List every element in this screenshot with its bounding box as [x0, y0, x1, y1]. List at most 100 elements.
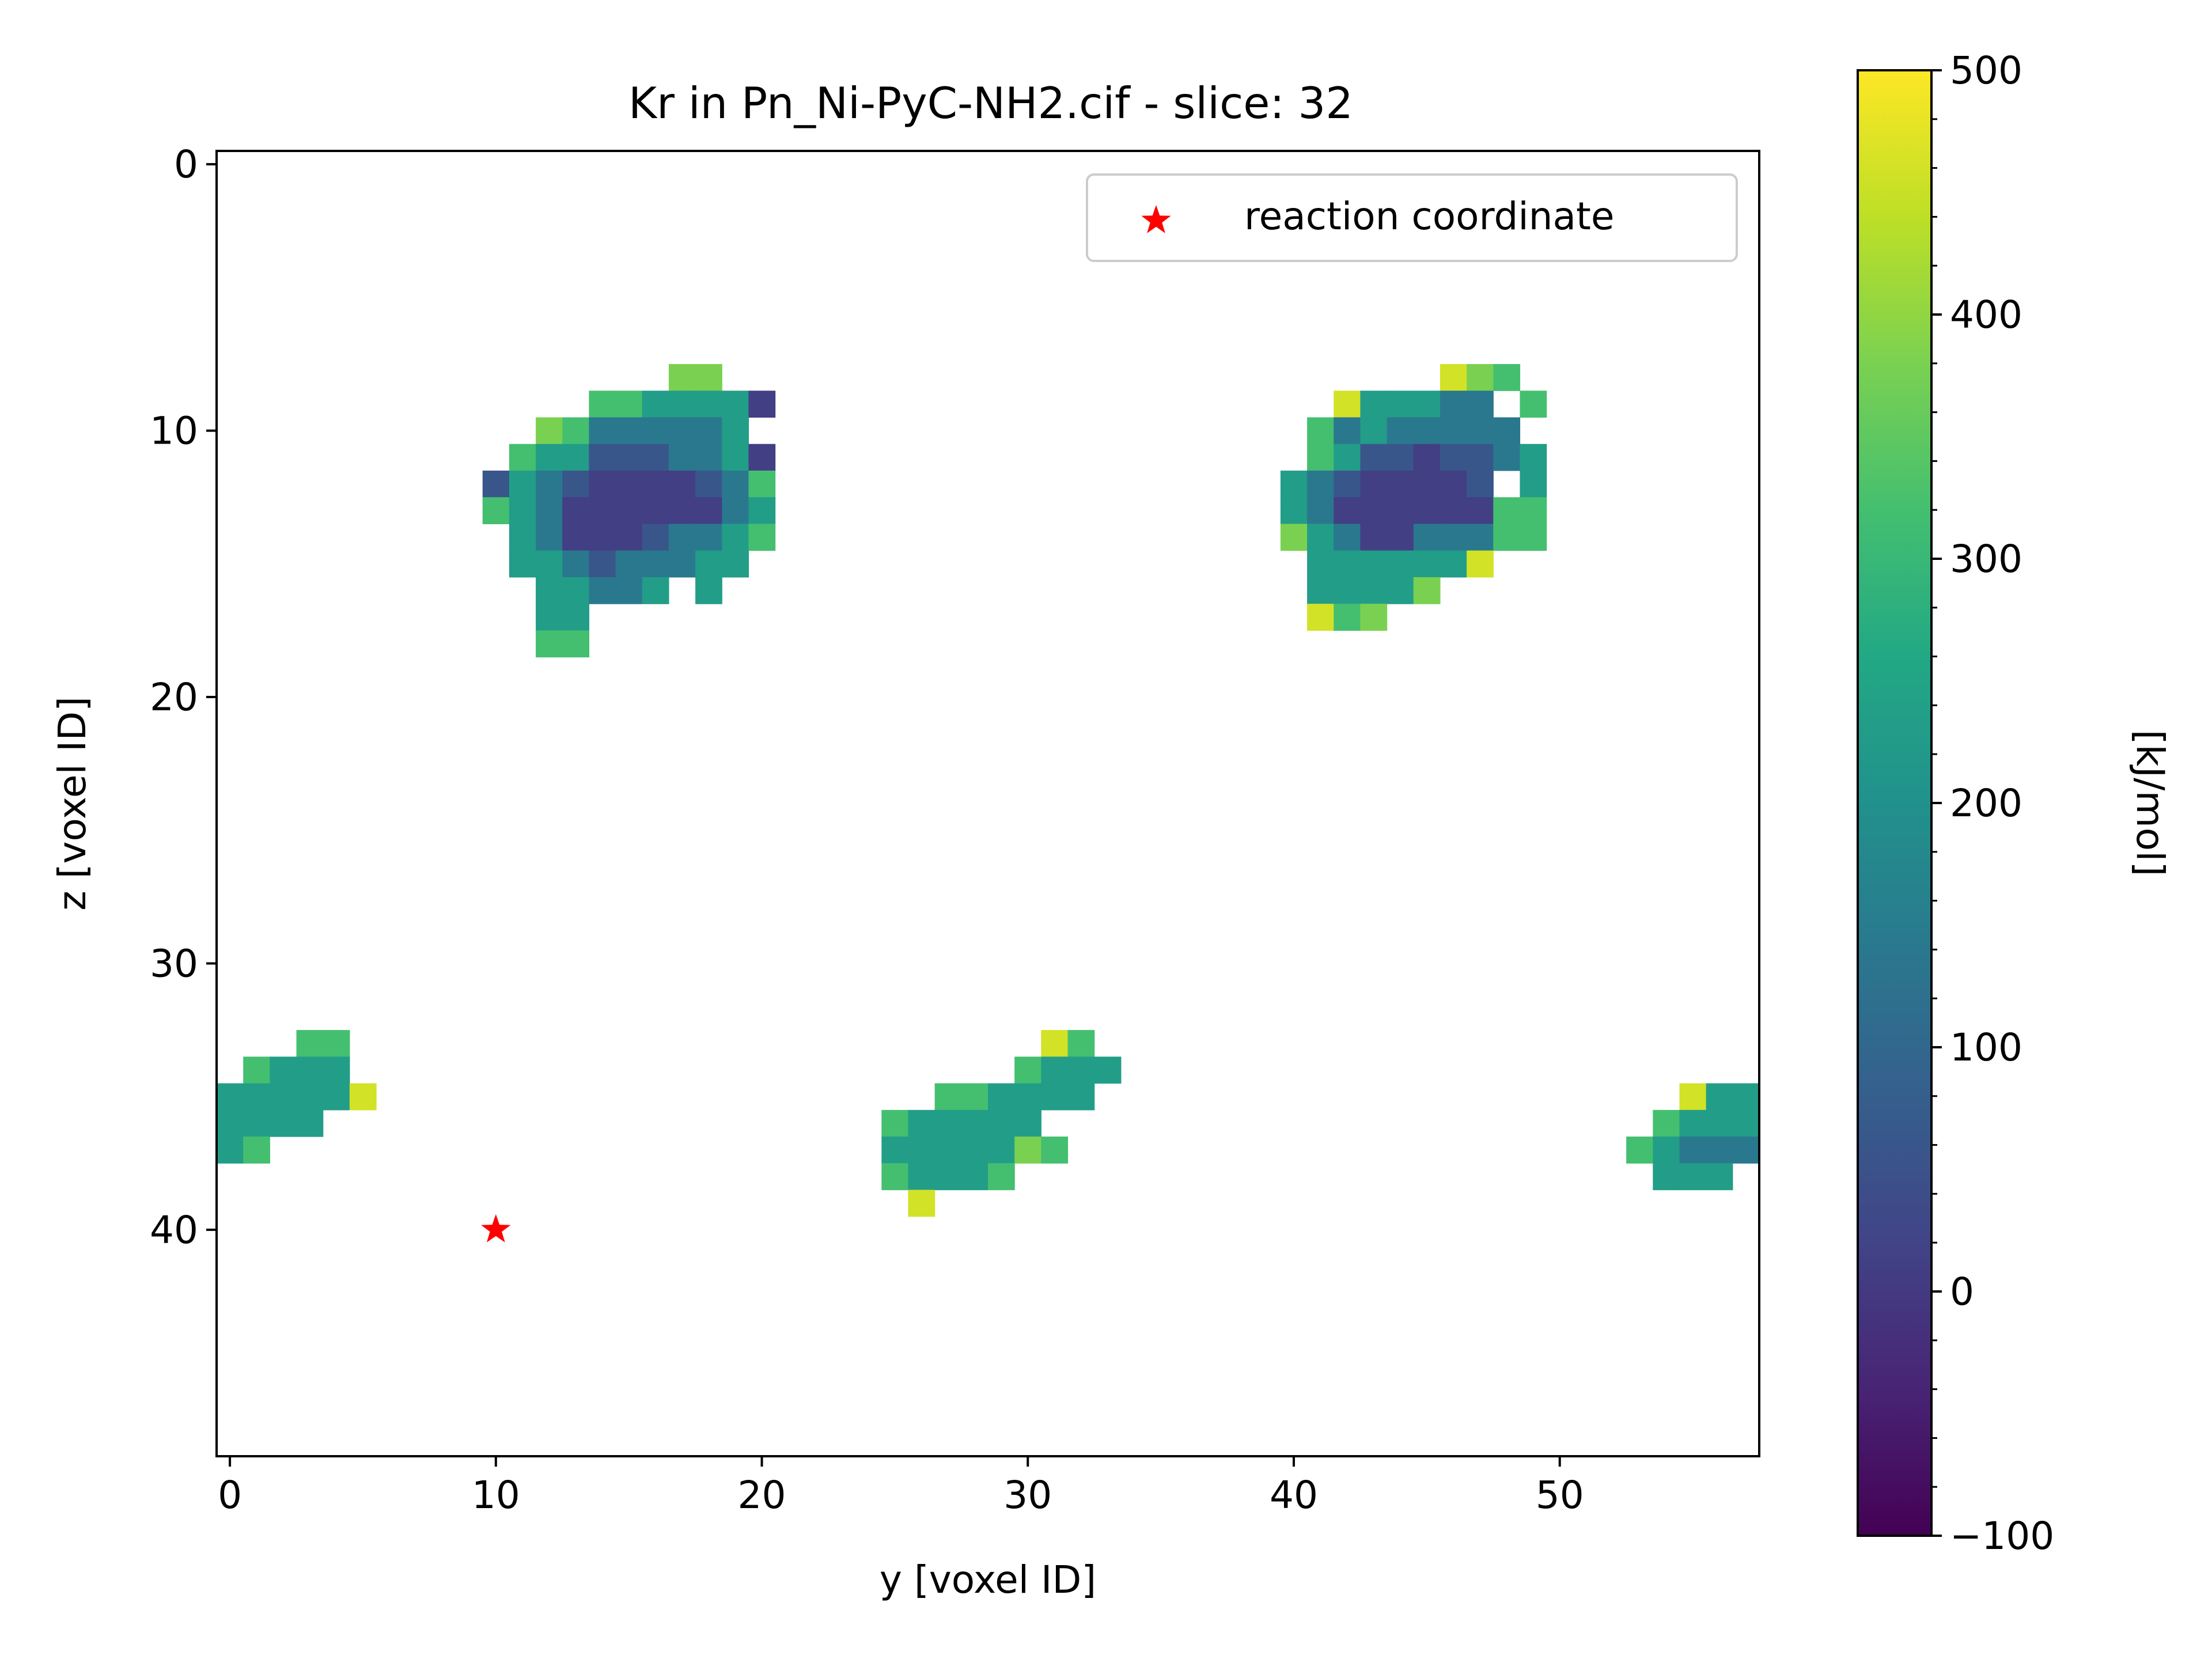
- x-tick-label: 30: [1003, 1473, 1052, 1517]
- heatmap-cell-upper-left: [589, 577, 616, 604]
- heatmap-cell-lower-left: [296, 1109, 324, 1137]
- heatmap-cell-upper-right: [1413, 417, 1441, 445]
- heatmap-cell-upper-left: [642, 497, 669, 525]
- heatmap-cell-lower-right: [1653, 1109, 1680, 1137]
- y-axis-ticks: 0 10 20 30 40: [150, 142, 217, 1252]
- heatmap-cell-upper-left: [562, 630, 590, 658]
- heatmap-cell-upper-right: [1334, 497, 1361, 525]
- heatmap-cell-upper-right: [1413, 444, 1441, 471]
- heatmap-cell-upper-left: [668, 363, 696, 391]
- heatmap-cell-upper-right: [1467, 391, 1494, 418]
- heatmap-cell-upper-right: [1440, 470, 1467, 498]
- heatmap-cell-lower-middle: [1067, 1083, 1095, 1111]
- chart-title: Kr in Pn_Ni-PyC-NH2.cif - slice: 32: [628, 78, 1353, 128]
- heatmap-cell-upper-right: [1360, 577, 1388, 604]
- heatmap-cell-lower-middle: [1014, 1056, 1041, 1084]
- heatmap-cell-upper-right: [1413, 470, 1441, 498]
- heatmap-cell-upper-right: [1334, 604, 1361, 631]
- heatmap-cell-lower-middle: [1041, 1030, 1069, 1057]
- heatmap-cell-upper-right: [1387, 524, 1414, 551]
- heatmap-cell-upper-left: [615, 470, 643, 498]
- heatmap-cell-upper-right: [1493, 524, 1521, 551]
- heatmap-cell-lower-middle: [908, 1137, 935, 1164]
- heatmap-cell-lower-middle: [908, 1109, 935, 1137]
- heatmap-cell-upper-left: [668, 470, 696, 498]
- heatmap-cell-upper-left: [589, 470, 616, 498]
- heatmap-cell-upper-right: [1413, 497, 1441, 525]
- heatmap-cell-upper-right: [1440, 550, 1467, 578]
- heatmap-cell-upper-left: [642, 577, 669, 604]
- reaction-coordinate-marker: [481, 1214, 511, 1243]
- heatmap-cell-upper-right: [1360, 604, 1388, 631]
- heatmap-cell-upper-right: [1280, 470, 1308, 498]
- heatmap-cell-lower-middle: [988, 1083, 1015, 1111]
- heatmap-cell-upper-left: [668, 550, 696, 578]
- legend-star-icon: [1141, 205, 1171, 233]
- heatmap-cell-upper-right: [1440, 417, 1467, 445]
- heatmap-cell-lower-right: [1653, 1163, 1680, 1191]
- heatmap-cell-upper-right: [1334, 577, 1361, 604]
- heatmap-cell-lower-left: [296, 1056, 324, 1084]
- heatmap-cell-lower-right: [1679, 1137, 1707, 1164]
- heatmap-cell-upper-right: [1440, 391, 1467, 418]
- heatmap-cell-upper-right: [1467, 550, 1494, 578]
- heatmap-cell-upper-right: [1387, 470, 1414, 498]
- heatmap-cell-upper-right: [1520, 391, 1547, 418]
- heatmap-cell-upper-right: [1307, 524, 1334, 551]
- heatmap-cell-upper-left: [562, 497, 590, 525]
- heatmap-cell-upper-right: [1360, 524, 1388, 551]
- heatmap-cell-upper-left: [695, 417, 722, 445]
- heatmap-cell-lower-middle: [988, 1163, 1015, 1191]
- heatmap-cell-lower-middle: [1041, 1083, 1069, 1111]
- x-axis-ticks: 0 10 20 30 40 50: [218, 1456, 1584, 1517]
- heatmap-cell-upper-right: [1307, 417, 1334, 445]
- heatmap-cell-upper-right: [1334, 391, 1361, 418]
- heatmap-cell-lower-middle: [1041, 1137, 1069, 1164]
- heatmap-cell-upper-right: [1307, 550, 1334, 578]
- heatmap-cell-upper-left: [509, 550, 536, 578]
- heatmap-cell-upper-left: [589, 391, 616, 418]
- heatmap-cell-upper-left: [536, 470, 563, 498]
- heatmap-cell-lower-right: [1679, 1163, 1707, 1191]
- heatmap-cell-upper-left: [642, 524, 669, 551]
- heatmap-cell-lower-middle: [1014, 1083, 1041, 1111]
- heatmap-cell-upper-right: [1440, 444, 1467, 471]
- heatmap-cell-upper-right: [1467, 470, 1494, 498]
- heatmap-cell-upper-right: [1307, 470, 1334, 498]
- heatmap-cell-upper-right: [1413, 391, 1441, 418]
- heatmap-cell-upper-right: [1413, 550, 1441, 578]
- heatmap-cell-upper-right: [1387, 391, 1414, 418]
- heatmap-cell-lower-left: [349, 1083, 377, 1111]
- y-tick-label: 0: [174, 142, 198, 187]
- heatmap-cell-lower-middle: [934, 1083, 962, 1111]
- colorbar-label: [kJ/mol]: [2128, 730, 2172, 876]
- heatmap-cell-lower-left: [217, 1137, 244, 1164]
- y-tick-label: 10: [150, 409, 198, 453]
- colorbar-tick-label: 300: [1950, 537, 2022, 581]
- heatmap-cell-lower-middle: [988, 1137, 1015, 1164]
- heatmap-cells: [217, 363, 1760, 1217]
- heatmap-cell-upper-left: [536, 550, 563, 578]
- heatmap-cell-upper-right: [1520, 470, 1547, 498]
- heatmap-cell-upper-left: [695, 391, 722, 418]
- heatmap-cell-upper-left: [536, 604, 563, 631]
- heatmap-cell-upper-right: [1440, 363, 1467, 391]
- heatmap-cell-upper-left: [536, 497, 563, 525]
- heatmap-cell-lower-middle: [881, 1163, 909, 1191]
- heatmap-cell-lower-middle: [908, 1190, 935, 1217]
- heatmap-cell-lower-right: [1706, 1163, 1733, 1191]
- heatmap-cell-upper-left: [722, 417, 749, 445]
- heatmap-cell-lower-middle: [961, 1163, 988, 1191]
- heatmap-cell-upper-right: [1360, 497, 1388, 525]
- heatmap-cell-upper-left: [695, 363, 722, 391]
- heatmap-cell-upper-right: [1387, 577, 1414, 604]
- heatmap-cell-upper-left: [536, 630, 563, 658]
- heatmap-cell-upper-right: [1387, 497, 1414, 525]
- heatmap-cell-lower-left: [296, 1083, 324, 1111]
- heatmap-cell-upper-right: [1280, 524, 1308, 551]
- heatmap-cell-upper-right: [1334, 550, 1361, 578]
- heatmap-cell-lower-middle: [1067, 1030, 1095, 1057]
- colorbar-tick-label: 200: [1950, 781, 2022, 825]
- heatmap-cell-upper-left: [668, 524, 696, 551]
